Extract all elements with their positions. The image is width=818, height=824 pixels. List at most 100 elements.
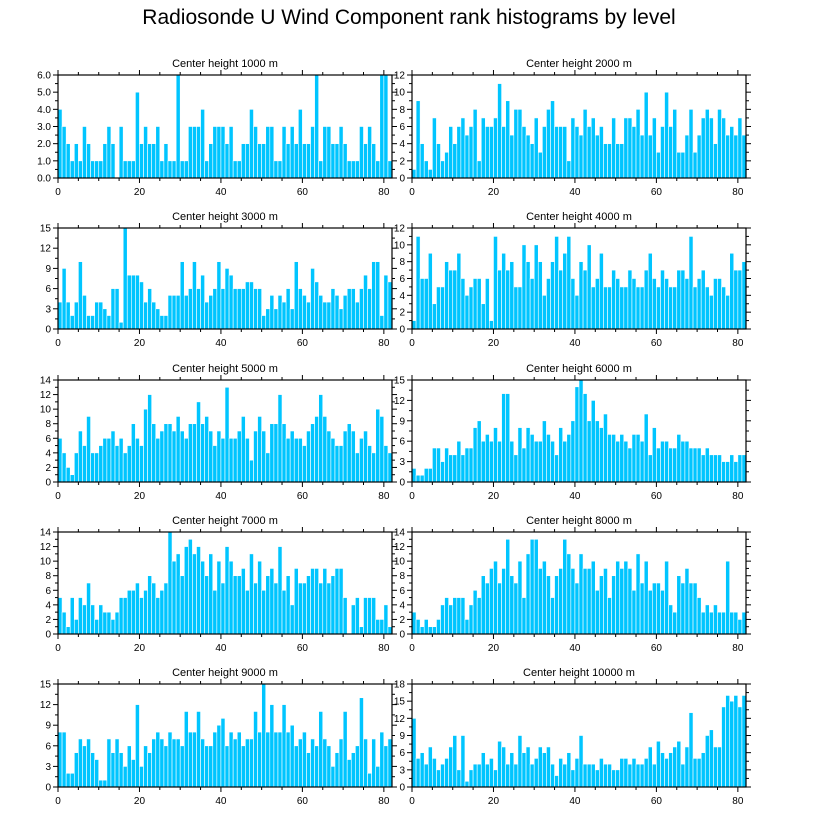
y-tick-label: 0.0 [37,174,51,185]
bar [717,278,722,330]
bar [350,430,356,483]
bar [533,758,539,788]
bar [78,430,83,483]
bar [135,274,140,330]
bar [224,143,230,179]
bar [639,763,645,788]
bar [196,126,201,179]
y-tick-label: 6 [399,274,405,285]
bar [468,126,474,179]
bar [570,117,576,179]
bar [505,763,511,788]
bar [265,731,271,788]
bar [480,303,486,330]
bar [529,763,535,788]
bar [314,568,319,635]
bar [151,423,157,483]
bar [627,117,633,179]
bar [656,286,661,330]
bar [126,160,132,179]
bar [131,759,136,788]
bar [314,745,319,788]
bar [334,568,340,635]
bar [647,589,653,635]
bar [590,117,596,179]
bar [236,731,242,788]
bar [480,440,486,483]
bar [660,269,665,330]
bar [423,278,429,330]
bar [713,604,718,635]
bar [607,434,612,483]
bar [664,560,669,635]
bar [615,278,621,330]
bar [493,560,498,635]
bar [692,758,698,788]
bar [436,286,441,330]
bar [224,745,230,788]
bar [106,738,112,788]
bar [501,252,506,330]
bar [570,420,576,483]
bar [558,427,564,483]
bar [273,582,279,635]
bar [379,619,385,635]
bar [204,745,210,788]
bar [86,738,91,788]
bar [460,597,466,635]
bar [411,611,417,635]
bar [452,454,458,483]
bar [594,278,600,330]
bar [330,437,336,483]
bar [212,445,218,483]
bar [448,604,454,635]
bar [476,597,482,635]
bar [737,117,743,179]
x-tick-label: 80 [732,338,744,349]
bar [82,445,87,483]
bar [126,445,132,483]
bar [652,278,657,330]
y-tick-label: 3 [45,762,51,773]
bar [717,109,722,179]
bar [273,731,279,788]
bar [525,427,531,483]
panel-5: Center height 5000 m 0 20 40 60 80 0 2 4 6 8 10 12 14 [40,363,397,502]
y-tick-label: 14 [394,528,406,539]
x-tick-label: 80 [378,643,390,654]
bar [330,575,336,635]
y-tick-label: 15 [394,376,406,387]
bar [322,738,328,788]
bar [619,286,625,330]
bar [423,468,429,483]
bar [582,568,588,635]
bar [102,143,108,179]
bar [212,731,218,788]
bar [709,117,714,179]
y-tick-label: 10 [40,557,52,568]
bar [432,626,437,635]
bar [415,236,421,330]
bar [594,769,600,788]
bar [318,160,324,179]
y-tick-label: 2 [45,463,51,474]
bar [387,626,393,635]
bar [578,735,584,788]
bar [367,126,372,179]
y-tick-label: 2 [399,308,405,319]
bar [554,575,559,635]
bar [212,288,218,330]
bar [578,261,584,330]
bar [554,454,559,483]
bar [558,568,564,635]
bar [566,752,572,788]
bar [179,430,185,483]
bar [472,109,478,179]
bar [147,752,152,788]
bar [643,758,649,788]
y-tick-label: 8 [399,257,405,268]
bar [704,604,710,635]
bar [558,126,564,179]
y-tick-label: 9 [399,731,405,742]
bar [676,740,682,788]
